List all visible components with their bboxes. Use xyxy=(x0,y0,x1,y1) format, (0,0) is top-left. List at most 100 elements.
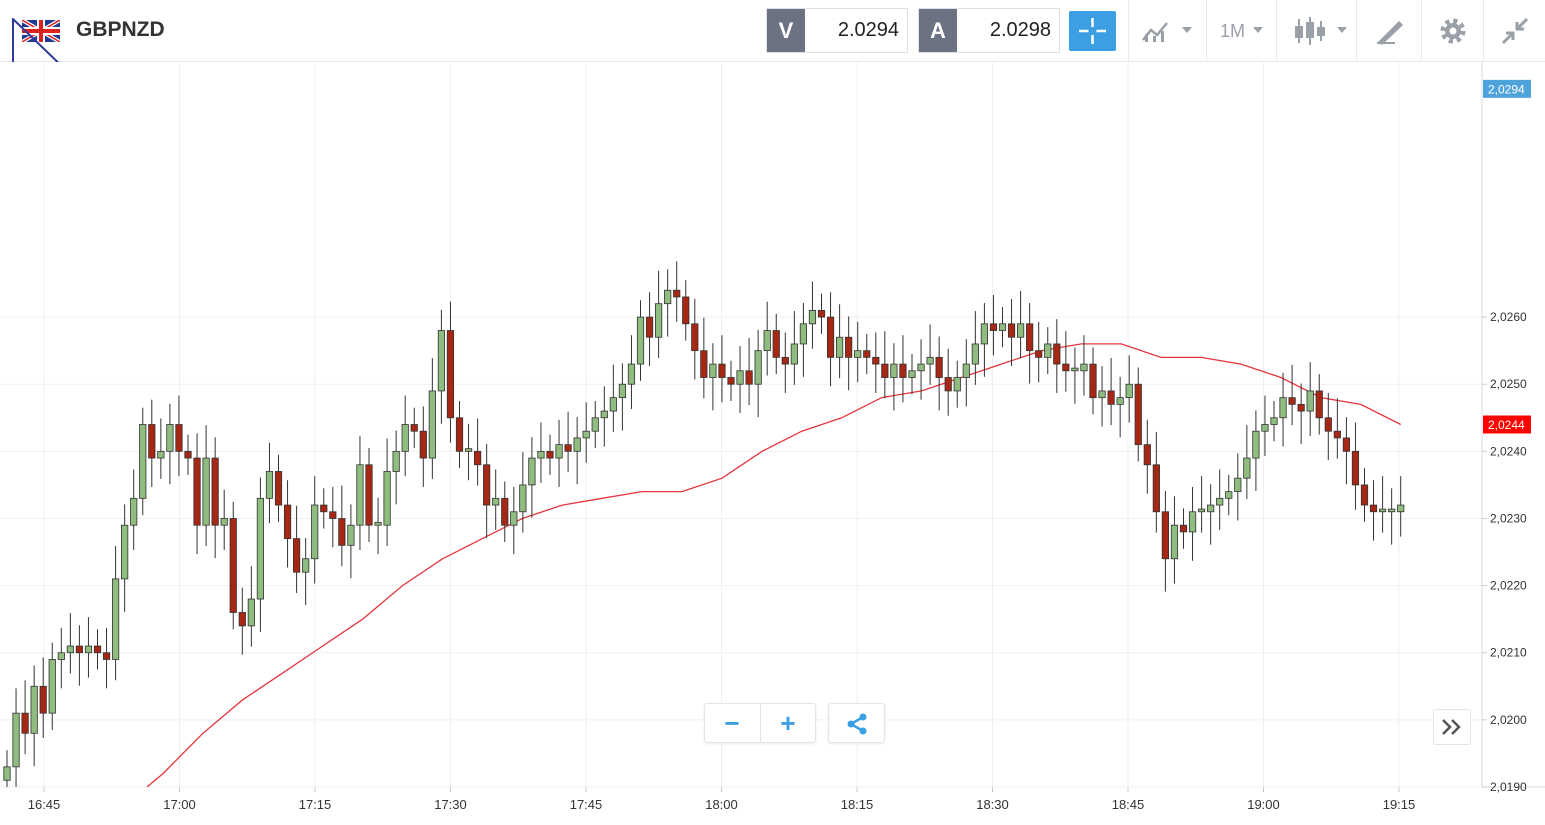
candle-body-down xyxy=(283,504,292,540)
candle-body-up xyxy=(555,444,563,459)
sell-tag: V xyxy=(767,9,805,52)
candle-body-down xyxy=(691,323,699,352)
zoom-out-button[interactable]: − xyxy=(724,708,740,738)
candle xyxy=(12,688,20,787)
candle-body-up xyxy=(836,336,844,358)
candle-body-down xyxy=(193,457,201,526)
price-label-text: 2,0244 xyxy=(1488,418,1525,432)
candle-body-down xyxy=(863,350,871,358)
candle-body-up xyxy=(121,524,129,580)
share-button[interactable] xyxy=(828,703,885,743)
candle xyxy=(899,335,907,403)
candle-body-down xyxy=(673,289,681,298)
sell-price-box[interactable]: V 2.0294 xyxy=(766,8,908,53)
candle-body-down xyxy=(148,424,156,459)
scroll-forward-button[interactable] xyxy=(1433,709,1471,745)
candle-body-up xyxy=(157,450,165,459)
candle-body-up xyxy=(908,370,916,378)
candle xyxy=(220,489,228,551)
drawing-button[interactable] xyxy=(1356,0,1421,62)
settings-button[interactable] xyxy=(1421,0,1483,62)
candle xyxy=(546,434,554,475)
candle xyxy=(374,497,382,555)
candle-body-up xyxy=(1243,457,1251,479)
chevron-down-icon xyxy=(1337,27,1347,33)
candle xyxy=(836,304,844,379)
candle-body-down xyxy=(845,336,853,358)
candle-body-up xyxy=(1017,323,1025,338)
candle xyxy=(1161,490,1169,592)
candle-body-up xyxy=(1198,508,1206,513)
candle xyxy=(989,294,998,356)
candle xyxy=(790,311,798,385)
x-tick-label: 17:00 xyxy=(163,797,196,812)
candle xyxy=(799,302,808,377)
candle xyxy=(673,261,681,322)
candle-body-up xyxy=(962,363,970,378)
candle-body-down xyxy=(419,430,427,459)
candle xyxy=(39,657,47,738)
candle xyxy=(1152,431,1160,533)
chevron-down-icon xyxy=(1253,27,1263,33)
candle-body-down xyxy=(1333,430,1341,439)
candle-body-down xyxy=(745,370,753,385)
x-tick-label: 16:45 xyxy=(28,797,61,812)
y-tick-label: 2,0230 xyxy=(1490,511,1527,525)
candle xyxy=(582,402,590,463)
candle-body-down xyxy=(1288,397,1296,405)
candle xyxy=(57,627,65,689)
candle xyxy=(1170,496,1179,584)
candle-body-up xyxy=(591,417,599,432)
timeframe-selector[interactable]: 1M xyxy=(1206,0,1276,62)
candle-body-down xyxy=(292,538,301,573)
candle-body-down xyxy=(1360,484,1369,506)
x-tick-label: 18:45 xyxy=(1112,797,1145,812)
candle-body-up xyxy=(799,323,808,345)
candle xyxy=(238,587,246,655)
indicators-button[interactable] xyxy=(1128,0,1206,62)
candle-body-up xyxy=(790,343,798,365)
candle-body-down xyxy=(700,350,708,378)
buy-price-box[interactable]: A 2.0298 xyxy=(918,8,1060,53)
price-chart[interactable]: 2,0190 2,0200 2,0210 2,0220 2,0230 2,0240 2,02… xyxy=(0,62,1545,825)
candle xyxy=(1143,419,1151,494)
candle xyxy=(166,403,174,485)
candle-body-down xyxy=(718,363,726,378)
candle-body-up xyxy=(1397,504,1405,513)
candle xyxy=(718,335,726,403)
candle xyxy=(102,627,111,689)
candle xyxy=(1098,366,1106,427)
candle xyxy=(908,354,916,395)
candle xyxy=(1053,319,1061,393)
candle xyxy=(437,309,446,424)
candle-body-down xyxy=(682,296,690,325)
candle-body-down xyxy=(1297,403,1305,412)
candle-body-up xyxy=(302,558,310,573)
chart-type-button[interactable] xyxy=(1276,0,1356,62)
candle-body-up xyxy=(1044,343,1052,358)
candle xyxy=(130,469,138,551)
candle xyxy=(944,348,952,416)
candle-body-up xyxy=(1188,511,1197,533)
candle-body-down xyxy=(1315,390,1323,419)
zoom-in-button[interactable]: + xyxy=(780,708,796,738)
candle-body-up xyxy=(953,377,961,392)
candle xyxy=(1306,362,1314,436)
candle-body-down xyxy=(1179,524,1188,533)
candle-body-up xyxy=(510,511,518,526)
candle xyxy=(247,566,255,647)
collapse-icon xyxy=(1501,17,1529,45)
candle-body-down xyxy=(1134,383,1142,446)
candle-body-up xyxy=(311,504,319,560)
crosshair-button[interactable] xyxy=(1069,11,1116,51)
candle-body-down xyxy=(881,363,889,378)
candle xyxy=(473,418,482,486)
candle-body-down xyxy=(781,356,789,365)
candle xyxy=(21,680,29,755)
candle-body-up xyxy=(3,766,11,781)
candle xyxy=(1225,474,1233,516)
y-tick-label: 2,0260 xyxy=(1490,310,1527,324)
candle xyxy=(609,364,617,432)
collapse-button[interactable] xyxy=(1483,0,1545,62)
x-tick-label: 18:00 xyxy=(705,797,738,812)
